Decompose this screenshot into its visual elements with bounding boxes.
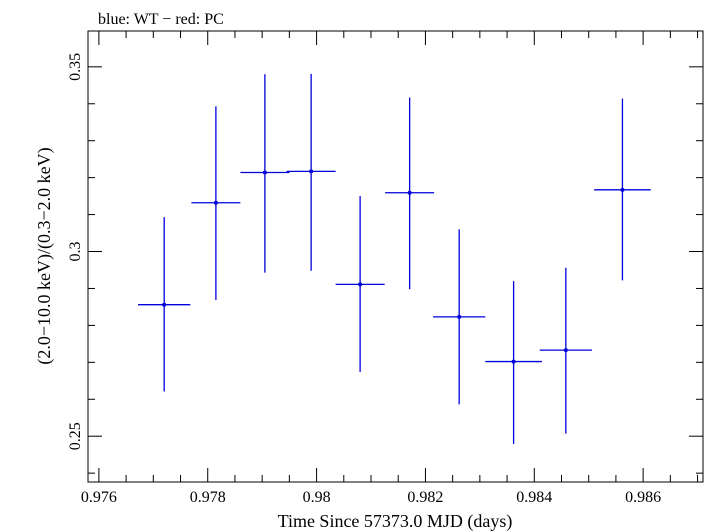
point-marker xyxy=(213,200,218,205)
x-axis-label: Time Since 57373.0 MJD (days) xyxy=(278,511,513,532)
plot-frame xyxy=(87,30,704,483)
point-marker xyxy=(620,187,625,192)
data-series-wt xyxy=(138,73,651,444)
x-tick-label: 0.986 xyxy=(625,489,661,506)
data-point xyxy=(485,281,542,444)
point-marker xyxy=(563,348,568,353)
point-marker xyxy=(262,170,267,175)
point-marker xyxy=(407,190,412,195)
data-point xyxy=(539,267,592,434)
data-point xyxy=(385,97,435,290)
y-tick-label: 0.3 xyxy=(67,242,84,262)
point-marker xyxy=(162,302,167,307)
data-point xyxy=(240,74,290,273)
x-tick-label: 0.982 xyxy=(407,489,443,506)
y-tick-label: 0.35 xyxy=(67,53,84,81)
axis-ticks xyxy=(88,31,703,482)
point-marker xyxy=(309,169,314,174)
data-point xyxy=(594,98,651,281)
data-point xyxy=(335,196,385,372)
chart-title: blue: WT − red: PC xyxy=(98,11,224,28)
point-marker xyxy=(511,359,516,364)
data-point xyxy=(286,73,336,271)
data-point xyxy=(433,229,486,405)
y-axis-label: (2.0−10.0 keV)/(0.3−2.0 keV) xyxy=(34,147,55,364)
x-tick-label: 0.98 xyxy=(303,489,331,506)
y-tick-label: 0.25 xyxy=(67,422,84,450)
point-marker xyxy=(358,282,363,287)
data-point xyxy=(191,106,241,300)
axis-tick-labels: 0.976 0.978 0.98 0.982 0.984 0.986 0.25 0.3 0.35 xyxy=(67,53,661,506)
x-tick-label: 0.976 xyxy=(81,489,117,506)
data-point xyxy=(138,217,191,392)
x-tick-label: 0.984 xyxy=(516,489,552,506)
point-marker xyxy=(457,314,462,319)
x-tick-label: 0.978 xyxy=(190,489,226,506)
